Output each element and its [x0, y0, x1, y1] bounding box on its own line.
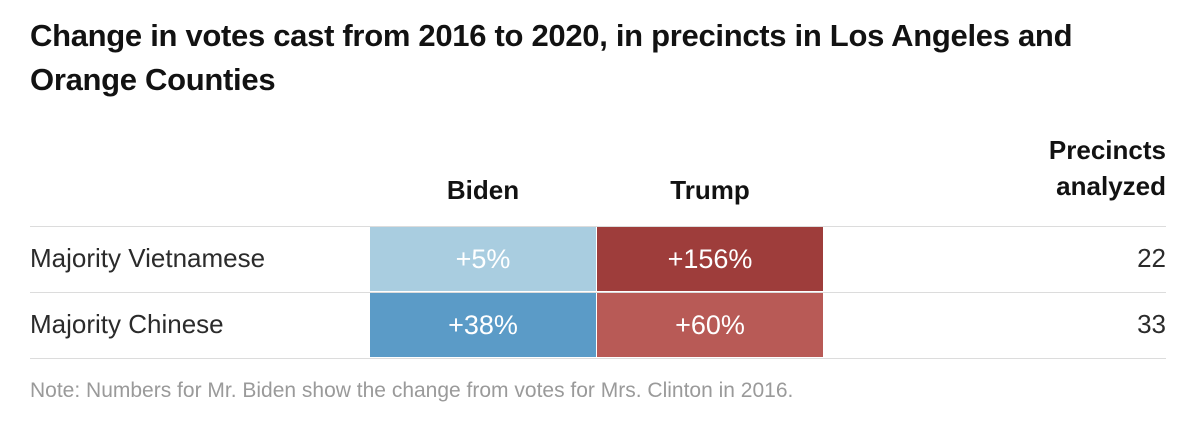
row-label-vietnamese: Majority Vietnamese: [30, 243, 266, 273]
header-divider: [30, 226, 1166, 227]
cell-trump-vietnamese: +156%: [597, 227, 823, 291]
cell-biden-vietnamese: +5%: [370, 227, 596, 291]
column-header-biden: Biden: [446, 175, 520, 205]
precincts-count-vietnamese: 22: [1137, 243, 1166, 273]
row-divider: [30, 292, 1166, 293]
precincts-count-chinese: 33: [1137, 309, 1166, 339]
column-header-trump: Trump: [670, 175, 750, 205]
cell-biden-chinese: +38%: [370, 293, 596, 357]
chart-title: Change in votes cast from 2016 to 2020, …: [30, 18, 1073, 97]
column-header-precincts-line2: analyzed: [1056, 171, 1166, 201]
table-bottom-rule: [30, 358, 1166, 359]
column-header-precincts: Precincts analyzed: [966, 132, 1166, 204]
row-label-chinese: Majority Chinese: [30, 309, 224, 339]
footnote: Note: Numbers for Mr. Biden show the cha…: [30, 379, 794, 402]
cell-trump-chinese: +60%: [597, 293, 823, 357]
column-header-precincts-line1: Precincts: [1048, 135, 1166, 165]
